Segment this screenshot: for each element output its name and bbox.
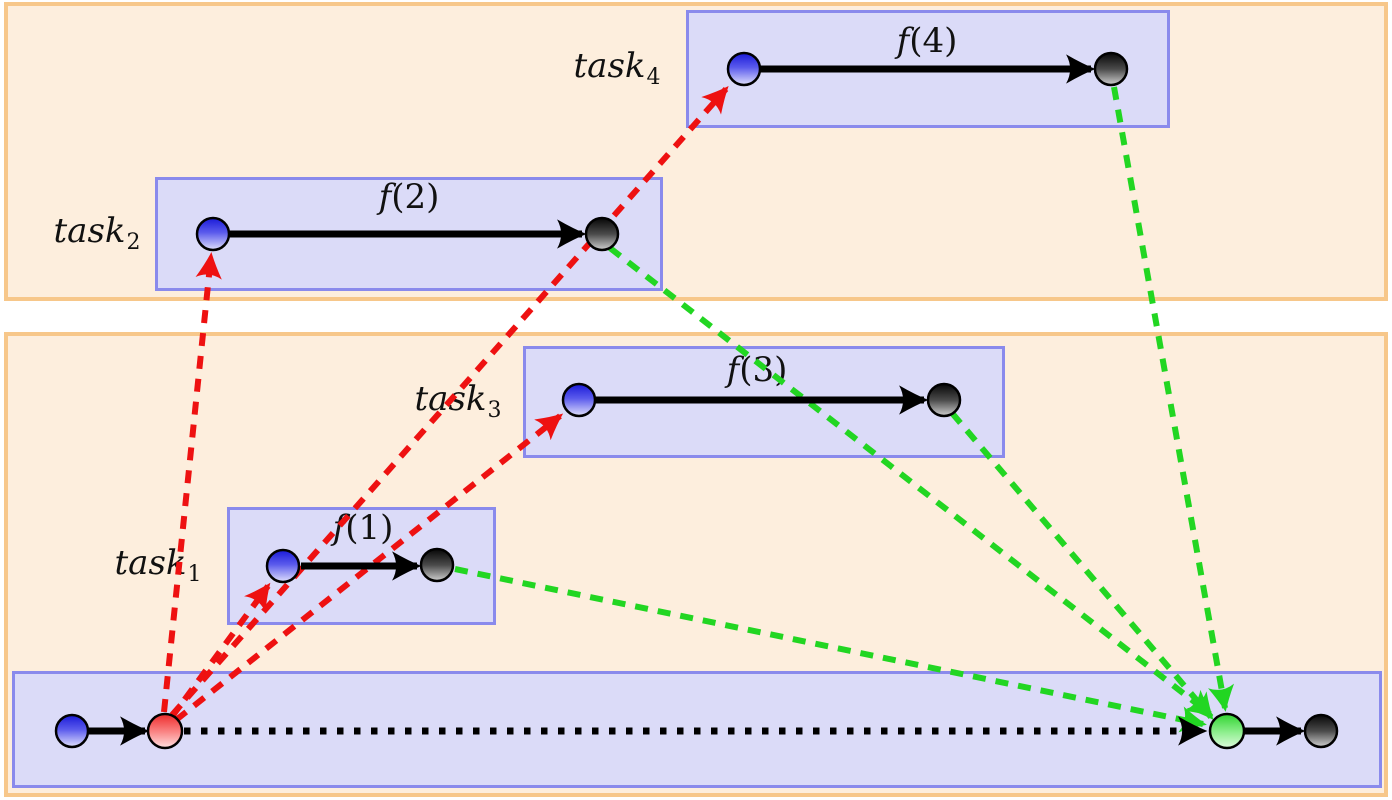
f4-label-arg: (4) [909, 21, 958, 61]
task3-label-sub: 3 [487, 398, 502, 423]
f3-label: f(3) [727, 353, 788, 387]
task2-label: task2 [54, 214, 141, 254]
f2-label-f: f [378, 177, 392, 217]
task1-label-name: task [114, 543, 187, 583]
task1-label: task1 [115, 546, 202, 586]
f2-label: f(2) [379, 180, 440, 214]
task3-label-name: task [414, 379, 487, 419]
task2-label-name: task [53, 211, 126, 251]
f1-label-f: f [332, 508, 346, 548]
task2-label-sub: 2 [126, 230, 141, 255]
f4-label-f: f [896, 21, 910, 61]
f3-label-arg: (3) [739, 350, 788, 390]
f1-label-arg: (1) [345, 508, 394, 548]
f2-label-arg: (2) [391, 177, 440, 217]
f3-label-f: f [726, 350, 740, 390]
task1-label-sub: 1 [187, 562, 202, 587]
task3-label: task3 [415, 382, 502, 422]
f4-label: f(4) [897, 24, 958, 58]
f1-label: f(1) [333, 511, 394, 545]
timeline-box [12, 671, 1382, 788]
task4-label-sub: 4 [646, 65, 661, 90]
task4-label: task4 [574, 49, 661, 89]
task4-label-name: task [573, 46, 646, 86]
